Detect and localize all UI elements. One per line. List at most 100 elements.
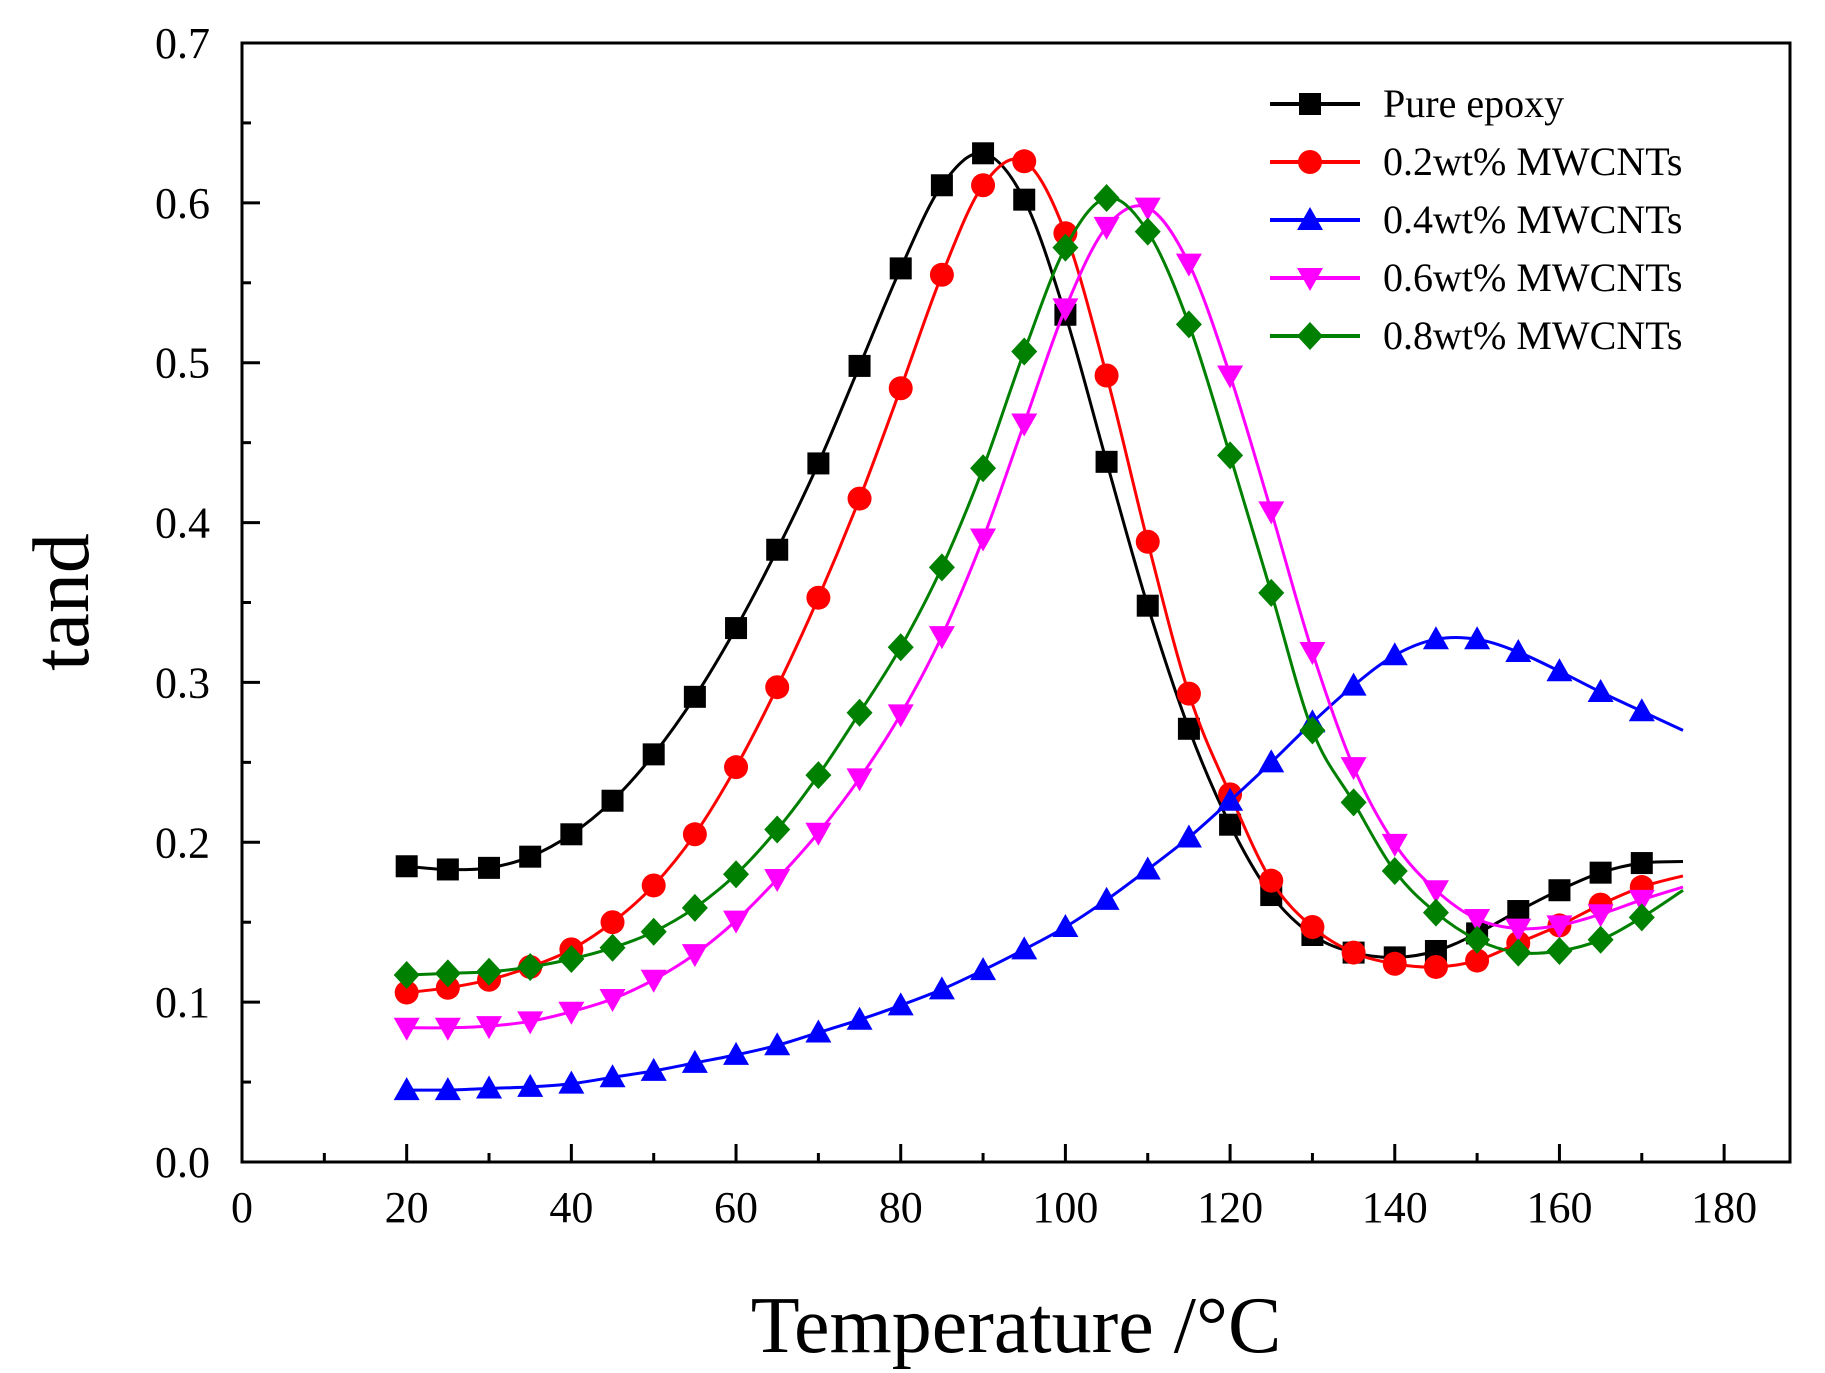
legend-marker: [1297, 207, 1323, 230]
data-point: [476, 1016, 503, 1040]
data-point: [1546, 936, 1573, 965]
data-point: [805, 761, 832, 790]
data-point: [1465, 948, 1490, 973]
data-point: [434, 959, 461, 988]
data-point: [599, 988, 626, 1012]
y-tick-label: 0.0: [155, 1138, 210, 1187]
data-point: [1505, 938, 1532, 967]
data-point: [805, 1019, 832, 1043]
legend-label: 0.6wt% MWCNTs: [1383, 255, 1682, 300]
legend-label: 0.8wt% MWCNTs: [1383, 313, 1682, 358]
data-point: [1052, 914, 1079, 938]
data-point: [723, 1041, 750, 1065]
data-point: [928, 976, 955, 1000]
data-point: [476, 1075, 503, 1099]
x-tick-label: 140: [1362, 1183, 1428, 1232]
data-point: [1589, 861, 1612, 884]
legend-item: 0.4wt% MWCNTs: [1270, 197, 1682, 242]
data-point: [1464, 925, 1491, 954]
data-point: [764, 869, 791, 893]
data-point: [1177, 717, 1200, 740]
data-point: [930, 174, 953, 197]
data-point: [681, 1049, 708, 1073]
data-point: [436, 858, 459, 881]
data-point: [1587, 925, 1614, 954]
legend-item: 0.2wt% MWCNTs: [1270, 139, 1682, 184]
data-point: [394, 980, 419, 1005]
data-point: [846, 1006, 873, 1030]
data-point: [1175, 824, 1202, 848]
data-point: [1217, 365, 1244, 389]
data-point: [1546, 915, 1573, 939]
y-tick-label: 0.5: [155, 339, 210, 388]
axes-group: 0 20 40 60 80 100 120 140 160 180 0.0 0.1 0.2 0.3 0.4 0…: [155, 19, 1757, 1232]
data-point: [806, 585, 831, 610]
series-group: [393, 142, 1684, 1101]
data-point: [1422, 880, 1449, 904]
data-point: [765, 675, 790, 700]
series-2: [393, 626, 1684, 1101]
data-point: [601, 789, 624, 812]
data-point: [683, 685, 706, 708]
data-point: [1628, 903, 1655, 932]
data-point: [1300, 915, 1325, 940]
data-point: [1628, 698, 1655, 722]
data-point: [558, 1001, 585, 1025]
x-tick-label: 20: [385, 1183, 429, 1232]
data-point: [642, 743, 665, 766]
data-point: [725, 617, 748, 640]
data-point: [393, 960, 420, 989]
data-point: [1258, 749, 1285, 773]
y-tick-label: 0.4: [155, 499, 210, 548]
data-point: [1012, 149, 1037, 174]
data-point: [766, 538, 789, 561]
data-point: [1381, 857, 1408, 886]
data-point: [640, 917, 667, 946]
data-point: [1423, 954, 1448, 979]
data-point: [889, 257, 912, 280]
data-point: [1176, 681, 1201, 706]
y-axis-title: tand: [18, 533, 106, 671]
legend-label: 0.4wt% MWCNTs: [1383, 197, 1682, 242]
x-tick-label: 160: [1526, 1183, 1592, 1232]
data-point: [723, 910, 750, 934]
data-point: [558, 944, 585, 973]
data-point: [1259, 868, 1284, 893]
data-point: [1340, 788, 1367, 817]
data-point: [1628, 889, 1655, 913]
data-point: [1258, 578, 1285, 607]
data-point: [393, 1077, 420, 1101]
data-point: [1175, 310, 1202, 339]
series-3: [393, 197, 1684, 1041]
data-point: [1382, 951, 1407, 976]
data-point: [1464, 909, 1491, 933]
data-point: [1013, 188, 1036, 211]
data-point: [1217, 441, 1244, 470]
data-point: [1340, 757, 1367, 781]
x-tick-label: 180: [1691, 1183, 1757, 1232]
data-point: [599, 1064, 626, 1088]
data-point: [560, 823, 583, 846]
data-point: [600, 910, 625, 935]
data-point: [1630, 852, 1653, 875]
data-point: [1136, 594, 1159, 617]
y-tick-label: 0.1: [155, 978, 210, 1027]
data-point: [517, 1073, 544, 1097]
data-point: [1340, 672, 1367, 696]
data-point: [970, 528, 997, 552]
data-point: [1381, 642, 1408, 666]
data-point: [1548, 879, 1571, 902]
data-point: [1505, 918, 1532, 942]
data-point: [724, 755, 749, 780]
x-tick-label: 0: [231, 1183, 253, 1232]
y-tick-label: 0.2: [155, 818, 210, 867]
data-point: [1134, 197, 1161, 221]
data-point: [1217, 787, 1244, 811]
data-point: [971, 173, 996, 198]
y-tick-label: 0.6: [155, 179, 210, 228]
data-point: [764, 815, 791, 844]
data-point: [1258, 501, 1285, 525]
data-point: [1464, 626, 1491, 650]
